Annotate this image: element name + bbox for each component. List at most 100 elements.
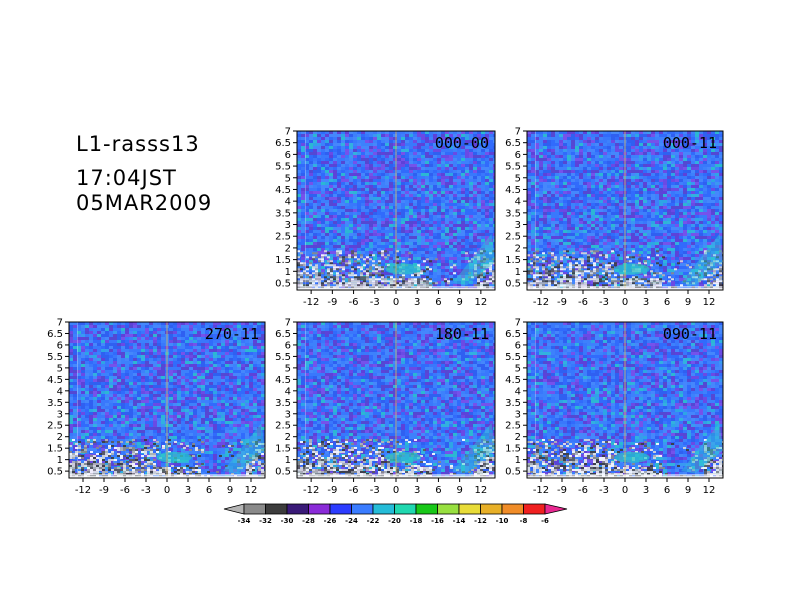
y-tick-label: 1 <box>515 455 521 466</box>
y-tick-label: 1 <box>515 267 521 278</box>
y-tick-label: 3 <box>285 220 291 231</box>
y-tick-label: 5.5 <box>505 162 521 173</box>
y-tick-label: 7 <box>285 127 291 138</box>
colorbar-label: -10 <box>496 517 509 525</box>
x-tick-label: -6 <box>349 297 359 308</box>
panel-label: 090-11 <box>663 325 717 343</box>
panel-label: 000-11 <box>663 134 717 152</box>
y-tick-label: 3 <box>57 409 63 420</box>
x-tick-label: 0 <box>393 297 399 308</box>
colorbar-min-arrow <box>223 503 245 515</box>
x-tick-label: 0 <box>393 485 399 496</box>
x-tick-label: -9 <box>557 485 567 496</box>
y-tick-label: 3.5 <box>505 208 521 219</box>
y-tick-label: 7 <box>57 318 63 329</box>
y-tick-label: 5.5 <box>505 352 521 363</box>
y-tick-label: 1 <box>57 455 63 466</box>
x-tick-label: -12 <box>75 485 91 496</box>
y-tick-label: 7 <box>515 318 521 329</box>
y-tick-label: 2 <box>515 432 521 443</box>
colorbar-label: -18 <box>410 517 423 525</box>
y-tick-label: 0.5 <box>47 467 63 478</box>
colorbar-box <box>308 503 331 515</box>
x-tick-label: -12 <box>303 297 319 308</box>
x-tick-label: -12 <box>533 297 549 308</box>
y-tick-label: 2.5 <box>47 421 63 432</box>
y-tick-label: 5 <box>515 173 521 184</box>
colorbar-label: -22 <box>367 517 380 525</box>
y-tick-label: 2 <box>285 432 291 443</box>
y-tick-label: 1.5 <box>505 444 521 455</box>
date-label: 05MAR2009 <box>76 191 213 215</box>
x-tick-label: 3 <box>643 485 649 496</box>
colorbar-box <box>394 503 417 515</box>
colorbar-box <box>437 503 460 515</box>
colorbar-label: -34 <box>238 517 251 525</box>
x-tick-label: -9 <box>327 297 337 308</box>
y-tick-label: 4 <box>515 386 521 397</box>
colorbar-label: -24 <box>345 517 358 525</box>
y-tick-label: 6 <box>57 340 63 351</box>
colorbar-label: -14 <box>453 517 466 525</box>
y-tick-label: 5 <box>515 363 521 374</box>
panel-000-00: 000-00-12 -9 -6 -3 0 3 6 9 120.511.522.533.544.5… <box>275 127 496 308</box>
y-tick-label: 6.5 <box>275 329 291 340</box>
colorbar-box <box>351 503 374 515</box>
x-tick-label: -12 <box>303 485 319 496</box>
x-tick-label: 6 <box>435 485 441 496</box>
y-tick-label: 6 <box>515 340 521 351</box>
y-tick-label: 6.5 <box>47 329 63 340</box>
x-tick-label: 9 <box>685 485 691 496</box>
x-tick-label: 9 <box>227 485 233 496</box>
y-tick-label: 5.5 <box>275 162 291 173</box>
x-tick-label: 6 <box>664 485 670 496</box>
y-tick-label: 4.5 <box>47 375 63 386</box>
x-tick-label: 9 <box>685 297 691 308</box>
x-tick-label: 12 <box>245 485 258 496</box>
panel-label: 180-11 <box>435 325 489 343</box>
x-tick-label: -3 <box>599 485 609 496</box>
colorbar-box <box>415 503 438 515</box>
x-tick-label: 12 <box>474 297 487 308</box>
colorbar-label: -20 <box>388 517 401 525</box>
colorbar-label: -8 <box>520 517 528 525</box>
y-tick-label: 7 <box>285 318 291 329</box>
colorbar-box <box>480 503 503 515</box>
y-tick-label: 0.5 <box>275 278 291 289</box>
x-tick-label: -6 <box>578 297 588 308</box>
colorbar-label: -28 <box>302 517 315 525</box>
x-tick-label: 9 <box>456 485 462 496</box>
x-tick-label: 6 <box>664 297 670 308</box>
colorbar-label: -16 <box>431 517 444 525</box>
y-tick-label: 2.5 <box>505 232 521 243</box>
time-label: 17:04JST <box>76 166 177 190</box>
y-tick-label: 5 <box>285 363 291 374</box>
x-tick-label: -9 <box>99 485 109 496</box>
y-tick-label: 4.5 <box>505 375 521 386</box>
colorbar-box <box>286 503 309 515</box>
station-title: L1-rasss13 <box>76 132 200 156</box>
y-tick-label: 2.5 <box>505 421 521 432</box>
x-tick-label: 3 <box>185 485 191 496</box>
colorbar-label: -6 <box>541 517 549 525</box>
colorbar-box <box>243 503 266 515</box>
x-tick-label: 6 <box>435 297 441 308</box>
y-tick-label: 3.5 <box>275 398 291 409</box>
colorbar-label: -12 <box>474 517 487 525</box>
x-tick-label: -6 <box>578 485 588 496</box>
y-tick-label: 3.5 <box>275 208 291 219</box>
y-tick-label: 1 <box>285 455 291 466</box>
x-tick-label: -3 <box>141 485 151 496</box>
y-tick-label: 6 <box>285 150 291 161</box>
x-tick-label: 12 <box>703 297 716 308</box>
x-tick-label: -3 <box>370 485 380 496</box>
x-tick-label: -6 <box>349 485 359 496</box>
y-tick-label: 3 <box>285 409 291 420</box>
y-tick-label: 1.5 <box>275 255 291 266</box>
x-tick-label: 0 <box>622 485 628 496</box>
x-tick-label: -12 <box>533 485 549 496</box>
y-tick-label: 1.5 <box>275 444 291 455</box>
y-tick-label: 3 <box>515 409 521 420</box>
x-tick-label: 6 <box>206 485 212 496</box>
